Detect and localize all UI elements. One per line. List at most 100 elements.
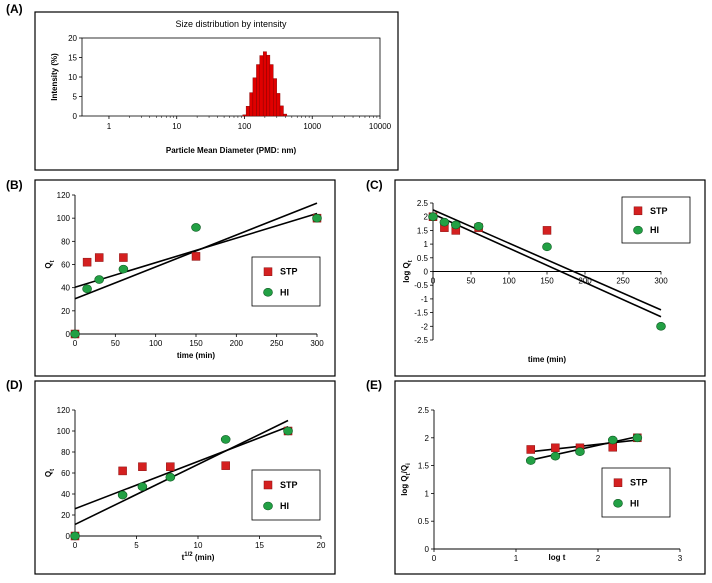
hi-point bbox=[191, 223, 201, 232]
histogram-bar bbox=[283, 113, 288, 117]
hi-point bbox=[439, 217, 450, 227]
x-axis-label: time (min) bbox=[177, 351, 216, 360]
y-tick-label: 0 bbox=[66, 330, 71, 339]
legend-marker-stp bbox=[633, 206, 643, 216]
y-tick-label: 1.5 bbox=[417, 226, 429, 235]
x-tick-label: 300 bbox=[310, 339, 324, 348]
x-tick-label: 10 bbox=[172, 122, 181, 131]
x-tick-label: 250 bbox=[616, 277, 630, 286]
y-tick-label: -1.5 bbox=[414, 309, 428, 318]
histogram-bar bbox=[269, 64, 274, 117]
trendline bbox=[432, 209, 662, 311]
x-tick-label: 1000 bbox=[303, 122, 321, 131]
stp-point bbox=[542, 226, 552, 235]
x-tick-label: 0 bbox=[73, 541, 78, 550]
x-tick-label: 2 bbox=[596, 554, 601, 563]
y-axis-label: log Qt bbox=[402, 260, 414, 282]
chart-c: -2.5-2-1.5-1-0.500.511.522.50 50 100 150 200… bbox=[394, 179, 706, 377]
stp-point bbox=[551, 443, 560, 453]
y-axis-label-main: Q bbox=[44, 471, 53, 477]
stp-point bbox=[138, 462, 147, 471]
y-tick-label: 0 bbox=[425, 545, 430, 554]
legend-label-stp: STP bbox=[280, 480, 298, 490]
legend-label-hi: HI bbox=[650, 225, 659, 235]
legend-marker-hi bbox=[263, 501, 273, 511]
y-tick-label: -1 bbox=[421, 295, 429, 304]
y-tick-label: 20 bbox=[68, 34, 77, 43]
x-tick-label: 300 bbox=[654, 277, 668, 286]
hi-point bbox=[165, 472, 176, 482]
y-tick-label: 20 bbox=[61, 307, 70, 316]
x-tick-label: 100 bbox=[149, 339, 163, 348]
y-axis-label-sub: t bbox=[408, 260, 414, 262]
x-tick-label: 0 bbox=[73, 339, 78, 348]
legend-box bbox=[601, 467, 671, 518]
y-tick-label: 2.5 bbox=[418, 406, 430, 415]
y-tick-label: 80 bbox=[61, 448, 70, 457]
y-axis-label-sub: t bbox=[50, 469, 56, 471]
y-axis-label: log Qt/Qi bbox=[400, 463, 412, 496]
x-tick-label: 100 bbox=[502, 277, 516, 286]
x-tick-label: 150 bbox=[540, 277, 554, 286]
y-tick-label: 2 bbox=[425, 434, 430, 443]
legend: STP HI bbox=[251, 256, 321, 307]
y-tick-label: 100 bbox=[57, 214, 71, 223]
histogram-bar bbox=[259, 55, 264, 117]
x-tick-label: 200 bbox=[230, 339, 244, 348]
stp-point bbox=[526, 445, 536, 454]
histogram-bar bbox=[245, 106, 250, 117]
hi-point bbox=[607, 435, 618, 445]
y-axis-label: Qt bbox=[44, 469, 56, 477]
chart-b: 0 20 40 60 80 100 120 0 50 100 150 200 250 300 time (m… bbox=[34, 179, 336, 377]
x-tick-label: 200 bbox=[578, 277, 592, 286]
y-tick-label: 20 bbox=[61, 511, 70, 520]
histogram-bar bbox=[249, 92, 254, 117]
hi-point bbox=[525, 456, 536, 465]
histogram-bar bbox=[256, 64, 261, 117]
y-tick-label: 60 bbox=[61, 261, 70, 270]
hi-point bbox=[550, 451, 561, 461]
x-tick-label: 50 bbox=[111, 339, 120, 348]
y-tick-label: 1 bbox=[424, 240, 429, 249]
stp-point bbox=[82, 257, 92, 267]
hi-point bbox=[94, 275, 104, 284]
x-axis-label: log t bbox=[549, 553, 566, 562]
hi-point bbox=[137, 482, 148, 491]
x-tick-label: 100 bbox=[238, 122, 252, 131]
y-axis-label-sub: t bbox=[406, 473, 412, 475]
x-tick-label: 20 bbox=[317, 541, 326, 550]
legend-marker-stp bbox=[263, 480, 273, 490]
legend-label-stp: STP bbox=[280, 267, 298, 277]
hi-point bbox=[118, 264, 129, 274]
y-tick-label: 40 bbox=[61, 284, 70, 293]
histogram-bar bbox=[273, 78, 277, 117]
hi-point bbox=[117, 490, 128, 500]
stp-point bbox=[166, 462, 175, 471]
y-axis-label: Intensity (%) bbox=[50, 53, 59, 101]
x-axis-label: t1/2 (min) bbox=[182, 552, 215, 562]
x-tick-label: 10 bbox=[194, 541, 203, 550]
histogram-bar bbox=[276, 93, 281, 117]
x-axis-label-tail: (min) bbox=[193, 553, 215, 562]
hi-point bbox=[428, 212, 438, 221]
x-tick-label: 0 bbox=[431, 277, 436, 286]
stp-point bbox=[191, 252, 201, 261]
y-axis-label-sub2: i bbox=[406, 463, 412, 465]
y-tick-label: 120 bbox=[57, 191, 71, 200]
trendline bbox=[74, 426, 289, 510]
hi-point bbox=[656, 321, 666, 331]
x-tick-label: 3 bbox=[678, 554, 683, 563]
panel-letter-e: (E) bbox=[366, 378, 382, 392]
panel-letter-a: (A) bbox=[6, 2, 23, 16]
hi-point bbox=[632, 433, 643, 443]
stp-point bbox=[221, 461, 230, 470]
y-axis-label: Qt bbox=[44, 260, 56, 268]
y-tick-label: 2 bbox=[424, 213, 429, 222]
hi-point bbox=[575, 447, 585, 457]
y-tick-label: 120 bbox=[57, 406, 71, 415]
legend-box bbox=[621, 196, 691, 244]
stp-point bbox=[118, 466, 127, 476]
histogram-bar bbox=[262, 51, 267, 117]
y-tick-label: 5 bbox=[73, 93, 78, 102]
